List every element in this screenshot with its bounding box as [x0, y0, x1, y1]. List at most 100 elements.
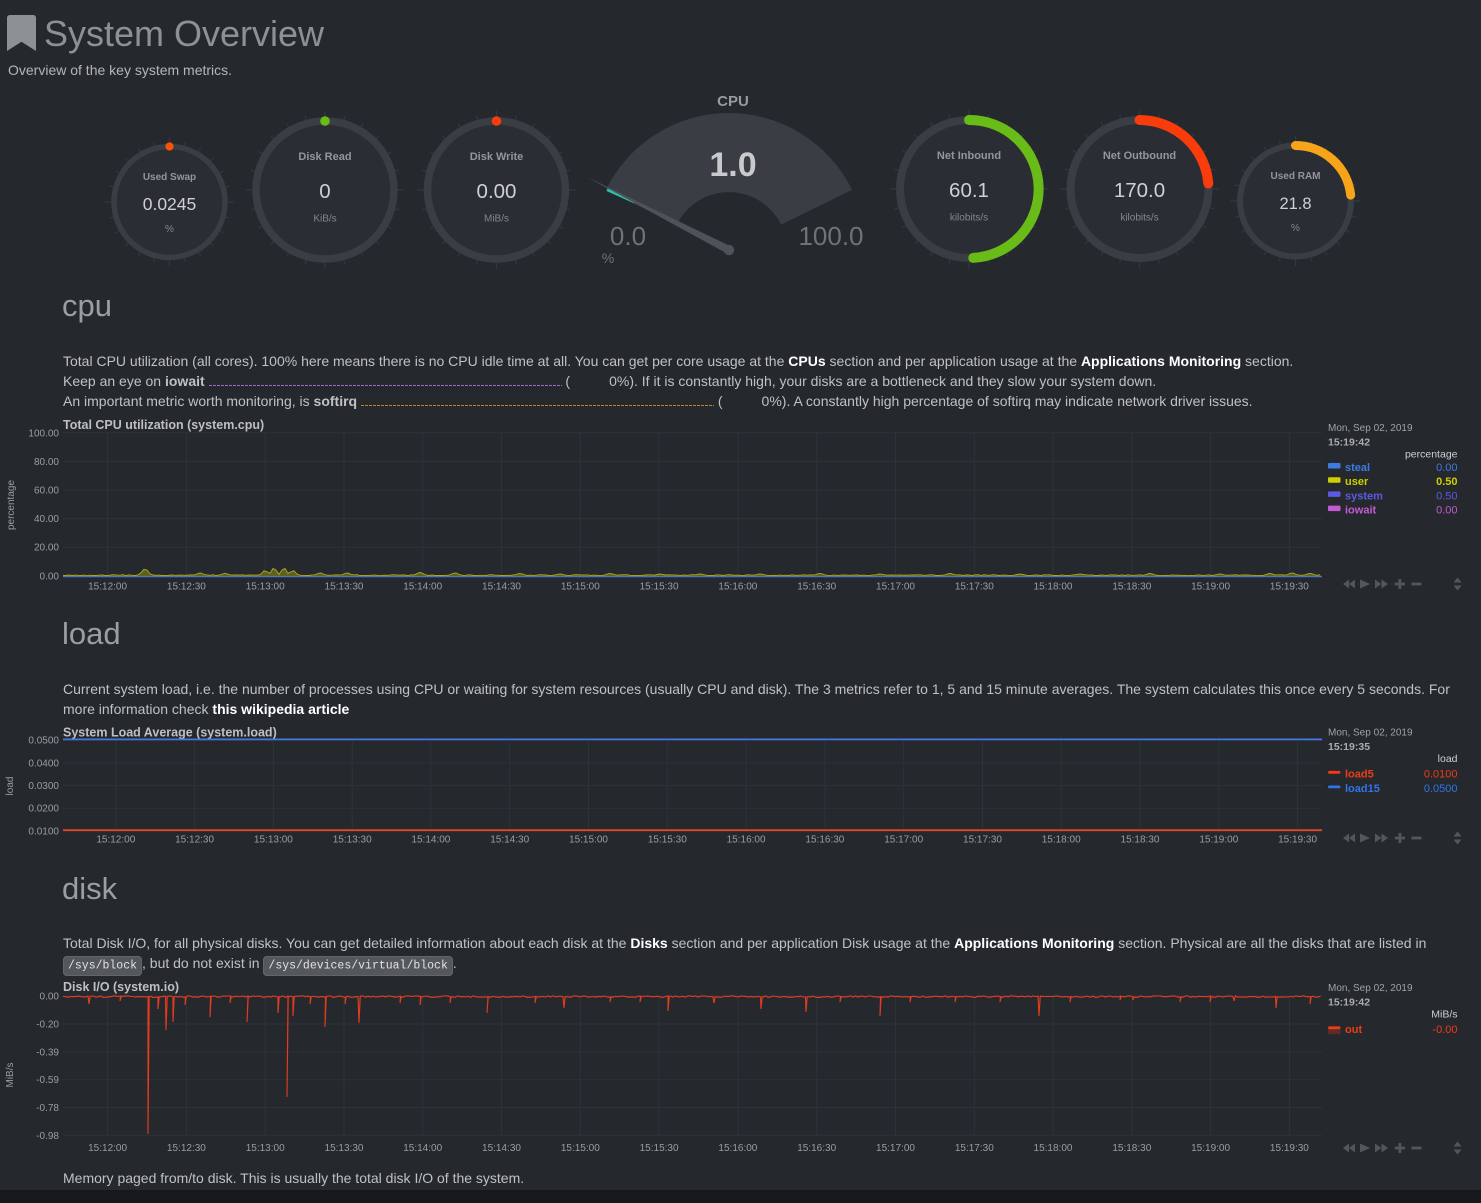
svg-text:MiB/s: MiB/s: [484, 214, 509, 225]
svg-text:15:12:30: 15:12:30: [167, 581, 206, 592]
svg-text:15:14:30: 15:14:30: [482, 1143, 521, 1154]
svg-text:15:15:30: 15:15:30: [640, 581, 679, 592]
svg-text:%: %: [602, 250, 614, 266]
svg-text:Disk I/O (system.io): Disk I/O (system.io): [63, 980, 179, 994]
svg-text:15:17:30: 15:17:30: [955, 581, 994, 592]
svg-text:15:18:30: 15:18:30: [1112, 1143, 1151, 1154]
svg-text:15:17:30: 15:17:30: [955, 1143, 994, 1154]
svg-text:15:19:42: 15:19:42: [1328, 997, 1370, 1009]
svg-text:15:19:30: 15:19:30: [1270, 581, 1309, 592]
svg-text:0.0500: 0.0500: [28, 736, 59, 747]
svg-text:40.00: 40.00: [34, 514, 59, 525]
svg-text:-0.78: -0.78: [36, 1103, 59, 1114]
svg-text:15:13:30: 15:13:30: [325, 1143, 364, 1154]
svg-text:kilobits/s: kilobits/s: [1120, 213, 1158, 224]
svg-text:-0.00: -0.00: [1432, 1024, 1457, 1036]
svg-text:15:16:00: 15:16:00: [727, 835, 766, 846]
svg-text:0.00: 0.00: [477, 180, 517, 203]
svg-text:Used RAM: Used RAM: [1270, 171, 1320, 182]
svg-text:0.0100: 0.0100: [1424, 769, 1458, 781]
svg-text:out: out: [1345, 1024, 1362, 1036]
svg-text:Disk Read: Disk Read: [298, 151, 351, 163]
svg-text:-0.98: -0.98: [36, 1131, 59, 1142]
svg-text:15:19:30: 15:19:30: [1270, 1143, 1309, 1154]
svg-text:iowait: iowait: [1345, 505, 1377, 517]
svg-text:system: system: [1345, 490, 1383, 502]
svg-text:15:13:00: 15:13:00: [246, 1143, 285, 1154]
svg-text:1.0: 1.0: [709, 146, 756, 184]
svg-text:load5: load5: [1345, 769, 1374, 781]
svg-text:15:17:00: 15:17:00: [876, 581, 915, 592]
svg-text:80.00: 80.00: [34, 457, 59, 468]
svg-text:0.0500: 0.0500: [1424, 783, 1458, 795]
svg-text:15:15:30: 15:15:30: [640, 1143, 679, 1154]
svg-text:steal: steal: [1345, 462, 1370, 474]
svg-text:15:19:00: 15:19:00: [1199, 835, 1238, 846]
svg-text:CPU: CPU: [717, 93, 749, 110]
svg-text:15:18:00: 15:18:00: [1034, 1143, 1073, 1154]
svg-text:kilobits/s: kilobits/s: [950, 213, 988, 224]
svg-text:Net Inbound: Net Inbound: [937, 150, 1001, 162]
svg-text:15:14:30: 15:14:30: [490, 835, 529, 846]
svg-text:15:13:00: 15:13:00: [254, 835, 293, 846]
svg-text:15:15:00: 15:15:00: [561, 1143, 600, 1154]
svg-text:15:14:00: 15:14:00: [403, 581, 442, 592]
svg-text:load15: load15: [1345, 783, 1380, 795]
svg-text:0.00: 0.00: [1436, 462, 1457, 474]
svg-text:15:12:00: 15:12:00: [96, 835, 135, 846]
svg-text:15:19:42: 15:19:42: [1328, 437, 1370, 449]
svg-text:15:16:30: 15:16:30: [797, 581, 836, 592]
svg-text:15:13:30: 15:13:30: [333, 835, 372, 846]
svg-text:15:19:00: 15:19:00: [1191, 581, 1230, 592]
svg-text:15:18:30: 15:18:30: [1121, 835, 1160, 846]
svg-text:15:17:00: 15:17:00: [876, 1143, 915, 1154]
svg-text:100.00: 100.00: [28, 428, 59, 439]
svg-text:Mon, Sep 02, 2019: Mon, Sep 02, 2019: [1328, 423, 1413, 434]
svg-text:15:19:00: 15:19:00: [1191, 1143, 1230, 1154]
svg-text:15:14:30: 15:14:30: [482, 581, 521, 592]
svg-text:15:12:00: 15:12:00: [88, 1143, 127, 1154]
svg-text:-0.20: -0.20: [36, 1020, 59, 1031]
svg-text:Mon, Sep 02, 2019: Mon, Sep 02, 2019: [1328, 983, 1413, 994]
svg-text:15:17:00: 15:17:00: [884, 835, 923, 846]
svg-text:Mon, Sep 02, 2019: Mon, Sep 02, 2019: [1328, 728, 1413, 739]
svg-text:0.50: 0.50: [1436, 490, 1457, 502]
svg-text:0.0400: 0.0400: [28, 758, 59, 769]
svg-text:percentage: percentage: [1405, 449, 1458, 461]
svg-text:170.0: 170.0: [1114, 179, 1165, 202]
svg-text:15:15:00: 15:15:00: [561, 581, 600, 592]
svg-text:System Load Average (system.lo: System Load Average (system.load): [63, 726, 277, 740]
svg-text:percentage: percentage: [6, 480, 17, 530]
svg-text:load: load: [5, 777, 16, 796]
svg-text:15:12:30: 15:12:30: [167, 1143, 206, 1154]
svg-text:15:16:00: 15:16:00: [718, 581, 757, 592]
svg-text:%: %: [1291, 223, 1300, 234]
svg-text:100.0: 100.0: [798, 221, 863, 251]
svg-text:Net Outbound: Net Outbound: [1103, 150, 1176, 162]
svg-text:60.00: 60.00: [34, 486, 59, 497]
svg-text:0.00: 0.00: [40, 992, 60, 1003]
svg-text:0: 0: [319, 180, 330, 203]
svg-text:MiB/s: MiB/s: [1431, 1009, 1457, 1021]
svg-text:Disk Write: Disk Write: [470, 151, 524, 163]
svg-text:15:13:30: 15:13:30: [325, 581, 364, 592]
svg-text:0.00: 0.00: [1436, 505, 1457, 517]
svg-text:Used Swap: Used Swap: [143, 172, 196, 183]
svg-text:-0.59: -0.59: [36, 1075, 59, 1086]
svg-text:15:14:00: 15:14:00: [403, 1143, 442, 1154]
svg-text:-0.39: -0.39: [36, 1047, 59, 1058]
svg-text:15:15:00: 15:15:00: [569, 835, 608, 846]
svg-text:15:18:00: 15:18:00: [1042, 835, 1081, 846]
svg-text:0.0100: 0.0100: [28, 826, 59, 837]
svg-text:0.00: 0.00: [40, 571, 60, 582]
svg-text:15:18:30: 15:18:30: [1112, 581, 1151, 592]
svg-text:20.00: 20.00: [34, 543, 59, 554]
svg-text:15:12:00: 15:12:00: [88, 581, 127, 592]
svg-text:MiB/s: MiB/s: [5, 1063, 16, 1088]
svg-text:0.50: 0.50: [1436, 476, 1457, 488]
svg-text:15:15:30: 15:15:30: [648, 835, 687, 846]
svg-text:15:14:00: 15:14:00: [411, 835, 450, 846]
svg-text:0.0200: 0.0200: [28, 804, 59, 815]
svg-text:0.0300: 0.0300: [28, 781, 59, 792]
svg-text:KiB/s: KiB/s: [313, 214, 336, 225]
